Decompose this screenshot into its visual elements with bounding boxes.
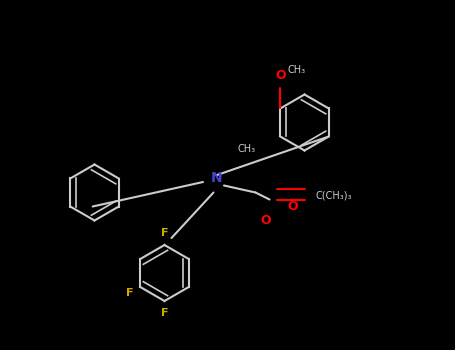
Text: CH₃: CH₃ [287,65,305,75]
Text: C(CH₃)₃: C(CH₃)₃ [315,191,352,201]
Text: F: F [161,228,168,238]
Text: O: O [261,214,271,226]
Text: N: N [211,172,223,186]
Text: F: F [161,308,168,318]
Text: O: O [287,200,298,213]
Text: CH₃: CH₃ [238,144,256,154]
Text: O: O [275,69,286,82]
Text: F: F [126,288,133,298]
